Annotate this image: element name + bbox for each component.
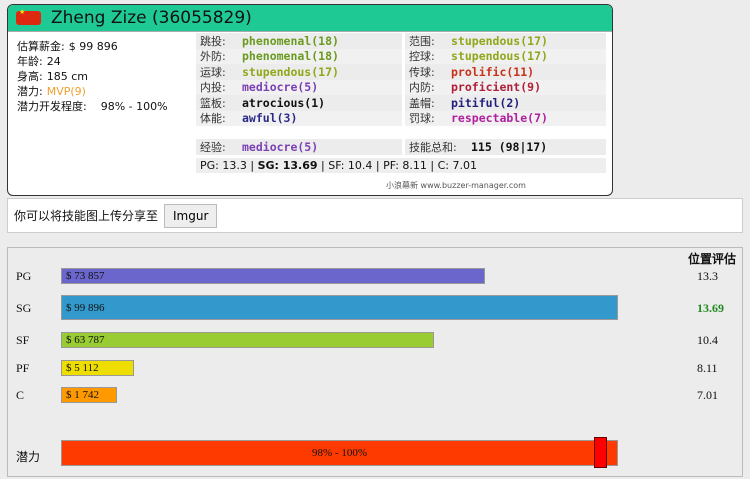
skill-value: pitiful(2) (451, 95, 521, 110)
position-rating: 10.4 (697, 333, 718, 347)
skill-row: 运球: stupendous(17) (196, 64, 402, 80)
skill-row: 内防: proficient(9) (405, 79, 606, 95)
total-value: 115 (98|17) (471, 139, 548, 154)
skill-value: stupendous(17) (242, 64, 339, 79)
info-label: 潜力: (17, 85, 43, 98)
skill-row: 传球: prolific(11) (405, 64, 606, 80)
bar-value-label: $ 63 787 (66, 334, 105, 346)
total-label: 技能总和: (409, 140, 457, 154)
experience-label: 经验: (200, 140, 226, 154)
skill-row: 外防: phenomenal(18) (196, 48, 402, 64)
skill-value: atrocious(1) (242, 95, 326, 110)
position-label: SF (16, 333, 30, 347)
skill-value: phenomenal(18) (242, 33, 339, 48)
bar-value-label: $ 1 742 (66, 389, 99, 401)
position-label: PG (16, 269, 32, 283)
info-value: 185 cm (46, 70, 88, 83)
position-bar-c: $ 1 742 (61, 387, 117, 403)
info-row: 年龄: 24 (17, 54, 168, 69)
share-bar: 你可以将技能图上传分享至 Imgur (7, 198, 743, 233)
skill-value: mediocre(5) (242, 80, 319, 95)
info-row: 估算薪金: $ 99 896 (17, 39, 168, 54)
skill-value: prolific(11) (451, 64, 535, 79)
experience-row: 经验: mediocre(5) (196, 139, 402, 155)
position-label: SG (16, 300, 32, 315)
experience-value: mediocre(5) (242, 139, 319, 154)
info-row: 潜力开发程度: 98% - 100% (17, 99, 168, 114)
potential-marker (593, 437, 607, 468)
info-row: 潜力: MVP(9) (17, 84, 168, 99)
skill-value: awful(3) (242, 111, 298, 126)
position-ratings-line: PG: 13.3 | SG: 13.69 | SF: 10.4 | PF: 8.… (196, 158, 606, 173)
share-text: 你可以将技能图上传分享至 (14, 209, 159, 223)
position-rating: 7.01 (697, 388, 718, 402)
skill-label: 罚球: (409, 112, 435, 126)
sg-rating: SG: 13.69 (257, 159, 318, 172)
skill-value: phenomenal(18) (242, 49, 339, 64)
player-name: Zheng Zize (36055829) (51, 8, 252, 28)
skill-label: 运球: (200, 65, 226, 79)
info-label: 潜力开发程度: (17, 100, 87, 113)
skill-label: 篮板: (200, 96, 226, 110)
other-ratings: | SF: 10.4 | PF: 8.11 | C: 7.01 (317, 159, 477, 172)
skill-label: 盖帽: (409, 96, 435, 110)
skills-left: 跳投: phenomenal(18) 外防: phenomenal(18) 运球: stu… (196, 33, 402, 126)
potential-text: 98% - 100% (312, 447, 367, 459)
skill-value: proficient(9) (451, 80, 542, 95)
position-label: C (16, 388, 25, 402)
position-bar-pg: $ 73 857 (61, 268, 486, 284)
player-header: Zheng Zize (36055829) (8, 5, 612, 32)
credit: 小浪幕新 www.buzzer-manager.com (386, 181, 526, 190)
skill-row: 范围: stupendous(17) (405, 33, 606, 49)
player-info: 估算薪金: $ 99 896 年龄: 24 身高: 185 cm 潜力: MVP(9) 潜力开发… (17, 39, 168, 114)
info-value: MVP(9) (46, 85, 86, 98)
bar-value-label: $ 73 857 (66, 270, 105, 282)
skill-label: 范围: (409, 34, 435, 48)
position-bar-sf: $ 63 787 (61, 332, 434, 348)
skill-label: 内投: (200, 81, 226, 95)
skill-value: respectable(7) (451, 111, 548, 126)
position-rating: 8.11 (697, 361, 718, 375)
chart-header: 位置评估 (687, 252, 736, 266)
skill-label: 内防: (409, 81, 435, 95)
skill-row: 盖帽: pitiful(2) (405, 95, 606, 111)
bar-value-label: $ 99 896 (66, 301, 105, 314)
skill-row: 跳投: phenomenal(18) (196, 33, 402, 49)
position-bar-pf: $ 5 112 (61, 360, 135, 376)
position-bar-sg: $ 99 896 (61, 295, 618, 320)
skill-label: 传球: (409, 65, 435, 79)
skill-label: 跳投: (200, 34, 226, 48)
position-rating: 13.69 (697, 300, 724, 315)
info-value: 98% - 100% (100, 100, 168, 113)
position-rating: 13.3 (697, 269, 718, 283)
position-chart: 位置评估 潜力 98% - 100% PG $ 73 857 13.3 SG $ 99 … (7, 247, 743, 477)
player-card: Zheng Zize (36055829) 估算薪金:$ 99 896年龄:24… (7, 4, 613, 196)
total-row: 技能总和: 115 (98|17) (405, 139, 606, 155)
skill-value: stupendous(17) (451, 49, 548, 64)
bar-value-label: $ 5 112 (66, 362, 99, 374)
china-flag-icon (16, 8, 41, 25)
skill-label: 控球: (409, 50, 435, 64)
info-label: 年龄: (17, 55, 43, 68)
info-value: $ 99 896 (68, 40, 118, 53)
info-row: 身高: 185 cm (17, 69, 168, 84)
skill-label: 体能: (200, 112, 226, 126)
skill-value: stupendous(17) (451, 33, 548, 48)
potential-label: 潜力 (16, 450, 41, 464)
info-label: 身高: (17, 70, 43, 83)
info-label: 估算薪金: (17, 40, 65, 53)
position-label: PF (16, 361, 30, 375)
pg-rating: PG: 13.3 | (200, 159, 258, 172)
potential-bar: 98% - 100% (61, 440, 618, 466)
skill-row: 内投: mediocre(5) (196, 79, 402, 95)
skill-row: 篮板: atrocious(1) (196, 95, 402, 111)
skills-right: 范围: stupendous(17) 控球: stupendous(17) 传球: pro… (405, 33, 606, 126)
skill-label: 外防: (200, 50, 226, 64)
skill-row: 控球: stupendous(17) (405, 48, 606, 64)
info-value: 24 (46, 55, 61, 68)
skill-row: 罚球: respectable(7) (405, 110, 606, 126)
imgur-button[interactable]: Imgur (164, 203, 218, 228)
skill-row: 体能: awful(3) (196, 110, 402, 126)
